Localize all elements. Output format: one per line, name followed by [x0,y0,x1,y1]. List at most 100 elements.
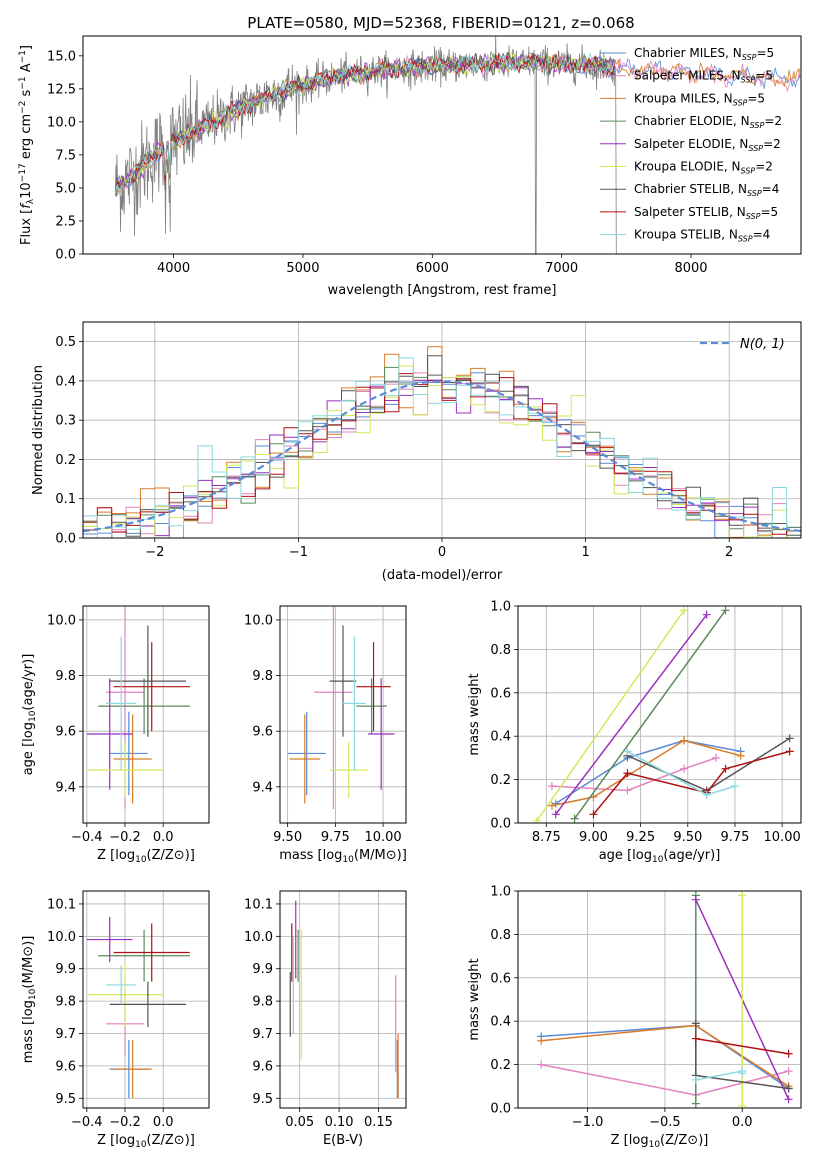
weight-marker [680,736,689,745]
weight-line [551,739,741,807]
errorbar-point [109,981,187,1028]
spectrum-ytick-label: 0.0 [55,248,76,263]
age_vs_Z-plot-area [86,606,190,810]
weight-series-salpeter-stelib [589,747,794,819]
weight_vs_Z-xtick-label: 0.0 [732,1115,753,1130]
age_vs_mass-ytick-label: 9.4 [252,780,273,795]
weight_vs_age-ytick-label: 0.2 [490,773,511,788]
weight-marker [785,747,794,756]
weight-marker [738,1069,747,1078]
weight_vs_age-ylabel-text: mass weight [467,673,482,755]
weight_vs_Z-ylabel: mass weight [467,958,482,1040]
errorbar-point [289,714,321,804]
weight_vs_age-xtick-label: 9.00 [579,830,608,845]
weight_vs_Z-ytick-label: 0.2 [490,1058,511,1073]
mass_vs_Z-frame [82,890,210,1109]
spectrum-ytick-label: 10.0 [47,115,76,130]
weight_vs_age-xlabel: age [log10(age/yr)] [599,848,721,865]
weight_vs_age-ytick-label: 1.0 [490,600,511,615]
age_vs_Z-xlabel: Z [log10(Z/Z⊙)] [97,848,195,865]
weight_vs_Z-frame [517,890,802,1109]
weight_vs_age-ylabel: mass weight [467,673,482,755]
weight-marker [691,1075,700,1084]
age_vs_Z-ytick-label: 9.4 [55,780,76,795]
model-spectrum-chabrier-stelib [114,51,616,192]
residuals-ytick-label: 0.1 [55,492,76,507]
weight_vs_age-ytick-label: 0.6 [490,686,511,701]
weight-series-kroupa-stelib [691,1067,747,1084]
weight-marker [680,764,689,773]
mass_vs_EBV-plot-area [289,900,399,1099]
weight-marker [589,810,598,819]
weight-series-chabrier-stelib [623,734,794,795]
errorbar-point [329,742,368,798]
weight_vs_age-xtick-label: 9.75 [720,830,749,845]
normal-distribution-curve [83,380,801,533]
errorbar-point [105,636,137,771]
weight_vs_Z-xlabel-text: Z [log10(Z/Z⊙)] [611,1133,709,1150]
weight-marker [738,891,747,900]
mass_vs_Z-ytick-label: 9.6 [55,1059,76,1074]
errorbar-point [86,742,164,798]
age_vs_mass-ytick-label: 10.0 [244,613,273,628]
weight-series-chabrier-miles [551,736,745,808]
weight_vs_age-xlabel-text: age [log10(age/yr)] [599,848,721,865]
spectrum-xlabel: wavelength [Angstrom, rest frame] [328,283,557,298]
weight_vs_age-xtick-label: 8.75 [532,830,561,845]
weight-marker [680,606,689,615]
weight-marker [712,753,721,762]
age_vs_Z-ylabel-text: age [log10(age/yr)] [21,654,38,776]
mass_vs_Z-xtick-label: −0.2 [109,1115,141,1130]
mass_vs_Z-xlabel: Z [log10(Z/Z⊙)] [97,1133,195,1150]
spectrum-xtick-label: 5000 [286,261,319,276]
weight_vs_Z-ytick-label: 0.8 [490,928,511,943]
weight-marker [623,786,632,795]
residuals-ylabel: Normed distribution [31,365,46,495]
spectrum-xtick-label: 7000 [545,261,578,276]
weight-marker [570,814,579,823]
age_vs_Z-ytick-label: 10.0 [47,613,76,628]
spectrum-plot-area [114,36,801,254]
weight_vs_age-xtick-label: 9.25 [626,830,655,845]
weight_vs_Z-ytick-label: 0.6 [490,971,511,986]
weight-marker [537,1036,546,1045]
weight_vs_Z-ytick-label: 0.4 [490,1015,511,1030]
residual-hist-salpeter-stelib [83,373,801,538]
mass_vs_Z-plot-area [86,916,190,1099]
weight-marker [532,816,541,823]
weight-marker [784,1067,793,1076]
weight-line [573,609,727,820]
mass_vs_Z-xtick-label: −0.4 [71,1115,103,1130]
legend-entry: Salpeter MILES, NSSP=5 [634,69,773,85]
age_vs_mass-axes: 9.50 9.75 10.00 9.4 9.6 9.8 10.0 [244,605,407,845]
legend-entry: Kroupa MILES, NSSP=5 [634,91,765,107]
spectrum-ytick-label: 2.5 [55,214,76,229]
mass_vs_Z-xlabel-text: Z [log10(Z/Z⊙)] [97,1133,195,1150]
mass_vs_EBV-frame [279,890,407,1109]
legend-entry: Chabrier STELIB, NSSP=4 [634,182,779,198]
residuals-ytick-label: 0.3 [55,414,76,429]
weight-marker [721,764,730,773]
weight-marker [547,782,556,791]
weight-marker [691,895,700,904]
errorbar-point [98,678,190,734]
spectrum-ylabel-text: Flux [fλ10−17 erg cm−2 s−1 A−1] [18,45,36,245]
age_vs_mass-xlabel: mass [log10(M/M⊙)] [279,848,407,865]
weight-marker [784,1049,793,1058]
mass_vs_Z-ylabel-text: mass [log10(M/M⊙)] [21,936,38,1064]
age_vs_Z-xtick-label: −0.4 [71,830,103,845]
errorbar-point [113,1039,152,1099]
mass_vs_Z-ytick-label: 9.5 [55,1092,76,1107]
age_vs_Z-xtick-label: 0.0 [153,830,174,845]
mass_vs_Z-xtick-label: 0.0 [153,1115,174,1130]
mass_vs_EBV-xtick-label: 0.15 [364,1115,393,1130]
errorbar-point [287,711,326,796]
spectrum-xtick-label: 8000 [674,261,707,276]
spectrum-ytick-label: 12.5 [47,82,76,97]
mass_vs_EBV-xtick-label: 0.10 [325,1115,354,1130]
residuals-axes: −2 −1 0 1 2 0.0 0.1 0.2 0.3 0.4 0.5 [55,321,802,560]
weight-marker [537,1060,546,1069]
model-spectrum-salpeter-stelib [115,52,616,191]
weight-line [695,1037,789,1055]
